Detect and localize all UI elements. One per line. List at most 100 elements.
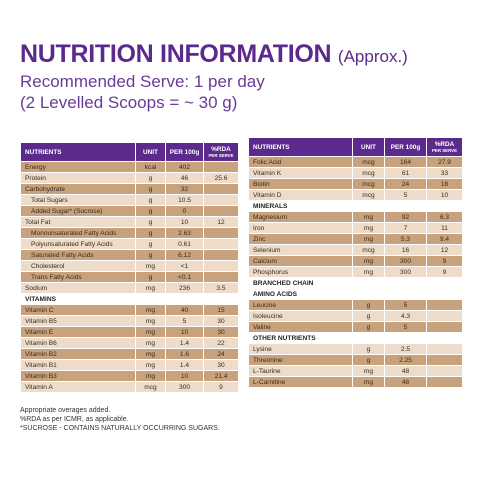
cell: g [135, 183, 166, 195]
cell: mg [135, 348, 166, 360]
cell: 22 [203, 337, 239, 349]
rda-sub: PER SERVE [208, 153, 234, 158]
cell: mcg [352, 167, 385, 179]
cell: 16 [384, 244, 427, 256]
footnotes: Appropriate overages added. %RDA as per I… [20, 406, 220, 433]
cell: 48 [384, 365, 427, 377]
cell: 5 [165, 315, 204, 327]
cell [203, 249, 239, 261]
cell: 40 [165, 304, 204, 316]
cell: 9 [203, 381, 239, 393]
cell: mg [135, 359, 166, 371]
cell: Carbohydrate [20, 183, 136, 195]
row: Added Sugar* (Sucrose) g 0 [20, 205, 239, 217]
cell: g [135, 216, 166, 228]
row: Carbohydrate g 32 [20, 183, 239, 195]
row: Sodium mg 236 3.5 [20, 282, 239, 294]
cell: Vitamin B2 [20, 348, 136, 360]
approx: (Approx.) [337, 47, 408, 66]
cell: 300 [384, 255, 427, 267]
cell: 25.6 [203, 172, 239, 184]
cell: Selenium [248, 244, 353, 256]
cell: g [135, 172, 166, 184]
cell: Vitamin D [248, 189, 353, 201]
cell: Saturated Fatty Acids [20, 249, 136, 261]
cell: L-Carnitine [248, 376, 353, 388]
rda-sub: PER SERVE [431, 148, 458, 153]
cell: 30 [203, 359, 239, 371]
cell [426, 354, 463, 366]
cell: Isoleucine [248, 310, 353, 322]
cell: mg [352, 233, 385, 245]
cell: 30 [203, 326, 239, 338]
row: Total Sugars g 10.5 [20, 194, 239, 206]
section-row: AMINO ACIDS [248, 288, 463, 300]
header-cell: PER 100g [384, 137, 427, 157]
section-label: AMINO ACIDS [248, 288, 463, 300]
row: Vitamin B5 mg 5 30 [20, 315, 239, 327]
row: Leucine g 5 [248, 299, 463, 311]
row: Saturated Fatty Acids g 6.12 [20, 249, 239, 261]
cell [203, 227, 239, 239]
header-row: NUTRIENTS UNIT PER 100g %RDA PER SERVE [248, 137, 463, 157]
section-row: VITAMINS [20, 293, 239, 305]
header-cell: %RDA PER SERVE [426, 137, 463, 157]
cell: 5 [384, 299, 427, 311]
cell: Total Fat [20, 216, 136, 228]
row: Monounsaturated Fatty Acids g 2.63 [20, 227, 239, 239]
cell: <1 [165, 260, 204, 272]
cell: 9 [426, 266, 463, 278]
cell: Vitamin B3 [20, 370, 136, 382]
cell: Threonine [248, 354, 353, 366]
cell: 33 [426, 167, 463, 179]
header-cell: NUTRIENTS [248, 137, 353, 157]
cell: mcg [352, 189, 385, 201]
cell: 10.5 [165, 194, 204, 206]
cell: g [135, 271, 166, 283]
row: Lysine g 2.5 [248, 343, 463, 355]
cell: 32 [165, 183, 204, 195]
section-row: MINERALS [248, 200, 463, 212]
cell: <0.1 [165, 271, 204, 283]
header-row: NUTRIENTS UNIT PER 100g %RDA PER SERVE [20, 142, 239, 162]
cell: Iron [248, 222, 353, 234]
cell: mg [352, 376, 385, 388]
header-cell: UNIT [352, 137, 385, 157]
cell: 92 [384, 211, 427, 223]
cell [203, 161, 239, 173]
cell: Sodium [20, 282, 136, 294]
cell: g [352, 310, 385, 322]
cell [203, 205, 239, 217]
cell: Energy [20, 161, 136, 173]
cell: 1.6 [165, 348, 204, 360]
cell: 10 [165, 370, 204, 382]
cell: 24 [203, 348, 239, 360]
right-table: NUTRIENTS UNIT PER 100g %RDA PER SERVE Folic … [248, 137, 463, 388]
cell: 5.3 [384, 233, 427, 245]
cell: mg [352, 222, 385, 234]
row: Vitamin B6 mg 1.4 22 [20, 337, 239, 349]
serve: Recommended Serve: 1 per day [20, 72, 265, 91]
cell: g [135, 238, 166, 250]
cell: 18 [426, 178, 463, 190]
scoops: (2 Levelled Scoops = ~ 30 g) [20, 93, 238, 112]
cell: Added Sugar* (Sucrose) [20, 205, 136, 217]
cell: 10 [426, 189, 463, 201]
cell: 10 [165, 216, 204, 228]
cell [426, 310, 463, 322]
cell: 30 [203, 315, 239, 327]
cell: Zinc [248, 233, 353, 245]
cell: Total Sugars [20, 194, 136, 206]
cell: g [135, 205, 166, 217]
cell: 5 [384, 189, 427, 201]
header-cell: %RDA PER SERVE [203, 142, 239, 162]
cell: g [352, 343, 385, 355]
cell: Vitamin E [20, 326, 136, 338]
cell: mcg [352, 156, 385, 168]
row: Total Fat g 10 12 [20, 216, 239, 228]
footnote: *SUCROSE - CONTAINS NATURALLY OCCURRING … [20, 425, 220, 432]
rda-label: %RDA [211, 146, 231, 153]
cell: 6.12 [165, 249, 204, 261]
